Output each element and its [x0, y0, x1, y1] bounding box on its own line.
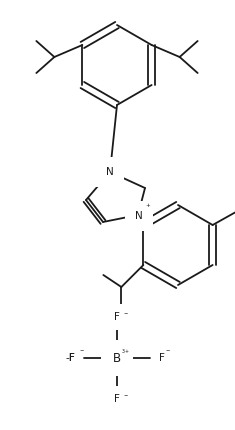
Text: $^-$: $^-$ [121, 393, 128, 399]
Text: N: N [106, 167, 114, 177]
Text: $^{3+}$: $^{3+}$ [121, 348, 131, 354]
Text: $^-$: $^-$ [78, 348, 84, 354]
Text: $^+$: $^+$ [144, 203, 152, 212]
Text: B: B [113, 351, 121, 365]
Text: $^-$: $^-$ [164, 348, 170, 354]
Text: N: N [135, 211, 143, 221]
Text: $^-$: $^-$ [121, 311, 128, 317]
Text: F: F [114, 312, 120, 322]
Text: F: F [159, 353, 165, 363]
Text: F: F [114, 394, 120, 404]
Text: -F: -F [65, 353, 75, 363]
Text: F: F [69, 353, 75, 363]
